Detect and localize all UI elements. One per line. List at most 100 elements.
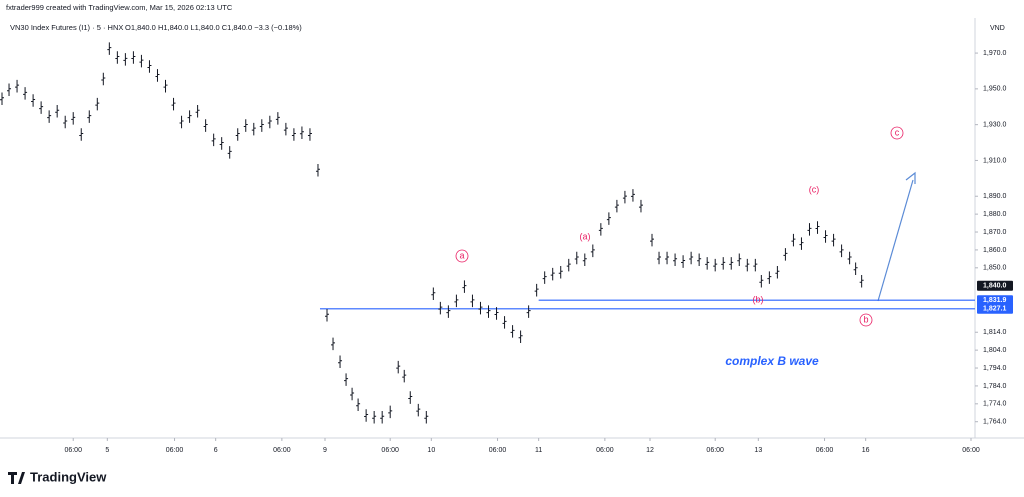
price-bar [7,83,12,97]
price-bar [630,189,635,202]
price-bar [454,294,459,308]
price-label: 1,831.9 [983,297,1006,304]
price-bar [650,233,655,247]
price-bar [486,305,491,318]
y-tick-label: 1,890.0 [983,193,1006,200]
price-bar [123,53,128,66]
price-bar [251,122,256,136]
x-tick-label: 06:00 [166,447,184,454]
price-bar [402,369,407,383]
x-tick-label: 13 [754,447,762,454]
price-bar [101,72,106,86]
price-bar [494,307,499,320]
wave-label: (c) [809,184,820,194]
price-bar [705,257,710,270]
price-bar [807,223,812,236]
y-tick-label: 1,970.0 [983,50,1006,57]
price-bar [396,360,401,374]
price-bar [372,410,377,424]
wave-circle [455,249,469,263]
price-bar [350,387,355,401]
price-bar [737,253,742,267]
price-bar [550,267,555,281]
credit: fxtrader999 created with TradingView.com… [6,3,233,12]
x-tick-label: 11 [535,447,542,454]
price-bar [681,255,686,268]
logo: TradingView [8,469,107,484]
y-tick-label: 1,850.0 [983,265,1006,272]
price-bar [79,128,84,141]
price-bar [721,257,726,270]
price-bar [275,112,280,125]
price-bar [307,128,312,141]
price-bar [759,274,764,288]
price-bar [574,251,579,265]
x-tick-label: 10 [427,447,435,454]
wave-label: b [863,314,868,324]
price-bar [657,251,662,265]
price-bar [315,164,320,177]
price-bar [665,251,670,265]
price-bar [0,92,5,105]
y-tick-label: 1,794.0 [983,365,1006,372]
price-bar [155,69,160,82]
price-bar [831,233,836,247]
price-bar [388,405,393,419]
price-bar [55,104,60,118]
symbol: VN30 Index Futures (I1) · 5 · HNX [10,23,123,32]
price-bar [823,230,828,243]
price-bar [673,253,678,267]
price-bar [291,128,296,141]
price-bar [243,119,248,132]
price-bar [259,119,264,132]
wave-label: (a) [580,231,591,241]
price-bar [325,308,330,322]
price-bar [729,257,734,270]
price-bar [408,391,413,404]
price-bar [470,294,475,308]
price-bar [344,373,349,386]
price-bar [431,287,436,301]
price-bar [815,221,820,234]
currency: VND [990,25,1005,32]
price-bar [853,262,858,275]
price-bar [582,253,587,267]
price-bar [534,283,539,297]
price-bar [791,233,796,247]
price-bar [598,223,603,236]
price-bar [171,97,176,111]
price-bar [775,266,780,279]
wave-circle [890,126,904,140]
price-label: 1,827.1 [983,306,1006,313]
price-bar [338,355,343,369]
x-tick-label: 06:00 [381,447,399,454]
price-label-box [977,280,1013,291]
y-tick-label: 1,870.0 [983,229,1006,236]
price-bar [87,110,92,123]
y-tick-label: 1,860.0 [983,247,1006,254]
price-bar [115,51,120,64]
annotation-text: complex B wave [725,354,819,368]
price-bar [753,258,758,272]
price-bar [63,115,68,129]
logo-text: TradingView [30,469,107,484]
x-tick-label: 06:00 [273,447,291,454]
price-bar [799,237,804,250]
price-bar [510,325,515,338]
price-bar [438,301,443,315]
price-bar [15,79,20,93]
price-bar [542,271,547,284]
x-tick-label: 06:00 [816,447,834,454]
y-tick-label: 1,930.0 [983,121,1006,128]
price-bar [299,126,304,139]
price-bar [462,280,467,293]
price-bar [839,244,844,258]
price-bar [71,112,76,125]
price-bar [859,274,864,288]
price-bar [502,316,507,329]
price-label-box [977,295,1013,306]
price-bar [31,94,36,107]
price-bar [356,398,361,411]
price-bar [446,305,451,318]
